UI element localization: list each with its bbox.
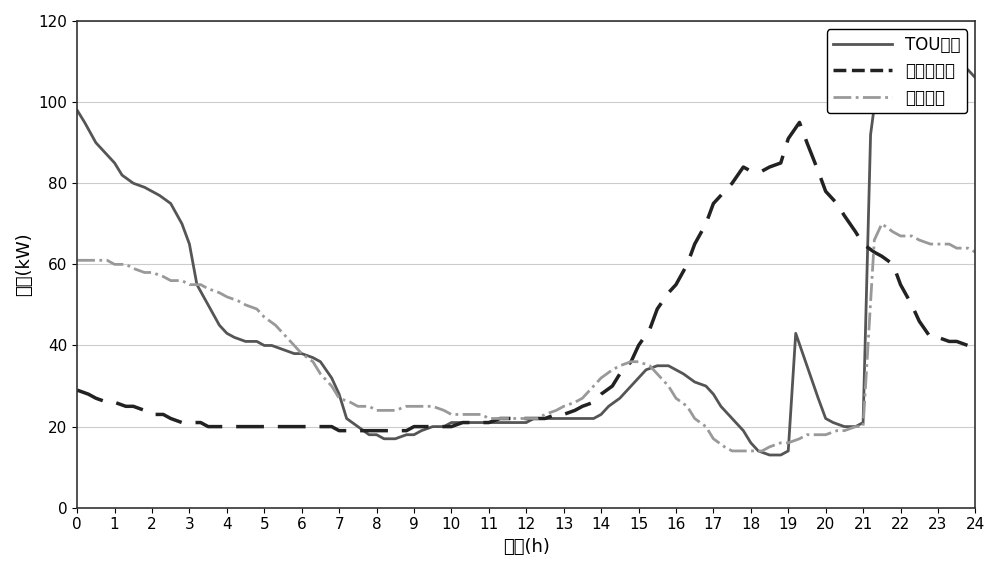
TOU充电 (969, 74, 981, 81)
无控制充电 (969, 342, 981, 349)
TOU充电 (139, 184, 151, 191)
TOU充电 (307, 354, 319, 361)
Line: 无控制充电: 无控制充电 (77, 122, 975, 431)
Line: TOU充电: TOU充电 (77, 50, 975, 455)
X-axis label: 时间(h): 时间(h) (503, 538, 550, 556)
优化充电 (726, 448, 738, 455)
无控制充电 (793, 119, 805, 126)
无控制充电 (595, 391, 607, 397)
无控制充电 (307, 423, 319, 430)
优化充电 (876, 220, 888, 227)
优化充电 (520, 415, 532, 422)
TOU充电 (101, 151, 113, 158)
TOU充电 (775, 452, 787, 459)
TOU充电 (520, 419, 532, 426)
Y-axis label: 功率(kW): 功率(kW) (15, 232, 33, 296)
无控制充电 (101, 399, 113, 405)
优化充电 (139, 269, 151, 276)
Line: 优化充电: 优化充电 (77, 224, 975, 451)
TOU充电 (71, 107, 83, 114)
无控制充电 (775, 159, 787, 166)
优化充电 (71, 257, 83, 264)
优化充电 (969, 249, 981, 256)
TOU充电 (764, 452, 776, 459)
无控制充电 (71, 387, 83, 393)
优化充电 (307, 358, 319, 365)
无控制充电 (333, 427, 345, 434)
优化充电 (775, 440, 787, 447)
Legend: TOU充电, 无控制充电, 优化充电: TOU充电, 无控制充电, 优化充电 (827, 29, 967, 113)
TOU充电 (876, 46, 888, 53)
优化充电 (588, 383, 600, 389)
无控制充电 (531, 415, 543, 422)
无控制充电 (139, 407, 151, 414)
优化充电 (101, 257, 113, 264)
TOU充电 (588, 415, 600, 422)
